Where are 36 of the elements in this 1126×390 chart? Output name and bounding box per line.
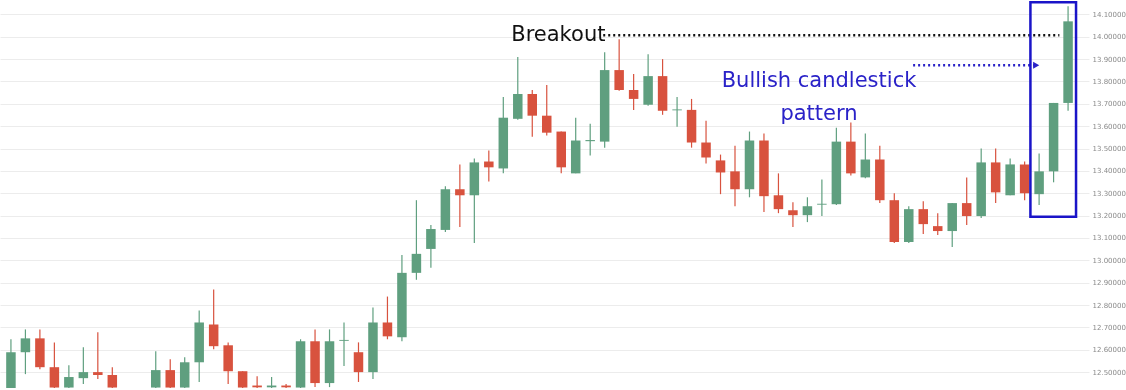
candlestick (788, 201, 798, 228)
candlestick (860, 132, 871, 179)
candlestick (49, 341, 60, 389)
candlestick (817, 178, 827, 217)
candlestick (339, 321, 349, 367)
candlestick (961, 176, 972, 226)
candlestick (730, 145, 740, 207)
candlestick (802, 196, 813, 223)
candlestick (932, 212, 943, 236)
candlestick (93, 331, 103, 380)
candlestick (165, 358, 175, 389)
candlestick (411, 199, 422, 281)
candlestick (918, 200, 929, 235)
candlestick (151, 350, 161, 389)
candlestick (107, 366, 118, 389)
candlestick (382, 295, 393, 340)
candlestick (527, 89, 538, 138)
candlestick (78, 346, 89, 385)
candlestick (773, 172, 784, 214)
candlestick (484, 149, 494, 183)
annotation: Breakout (511, 22, 606, 47)
candlestick (1034, 152, 1044, 206)
candlestick (64, 364, 74, 389)
candlestick (585, 123, 595, 157)
candlestick (628, 73, 639, 111)
candlestick (353, 341, 364, 383)
candlestick (672, 96, 682, 128)
candlestick (614, 38, 624, 92)
candlestick (701, 120, 711, 165)
candlestick (208, 289, 219, 350)
candlestick (715, 153, 726, 195)
candlestick (426, 224, 436, 269)
candlestick (20, 328, 31, 375)
annotation: Bullish candlestick pattern (721, 68, 918, 126)
candlestick (541, 84, 552, 137)
candlestick (455, 163, 465, 228)
